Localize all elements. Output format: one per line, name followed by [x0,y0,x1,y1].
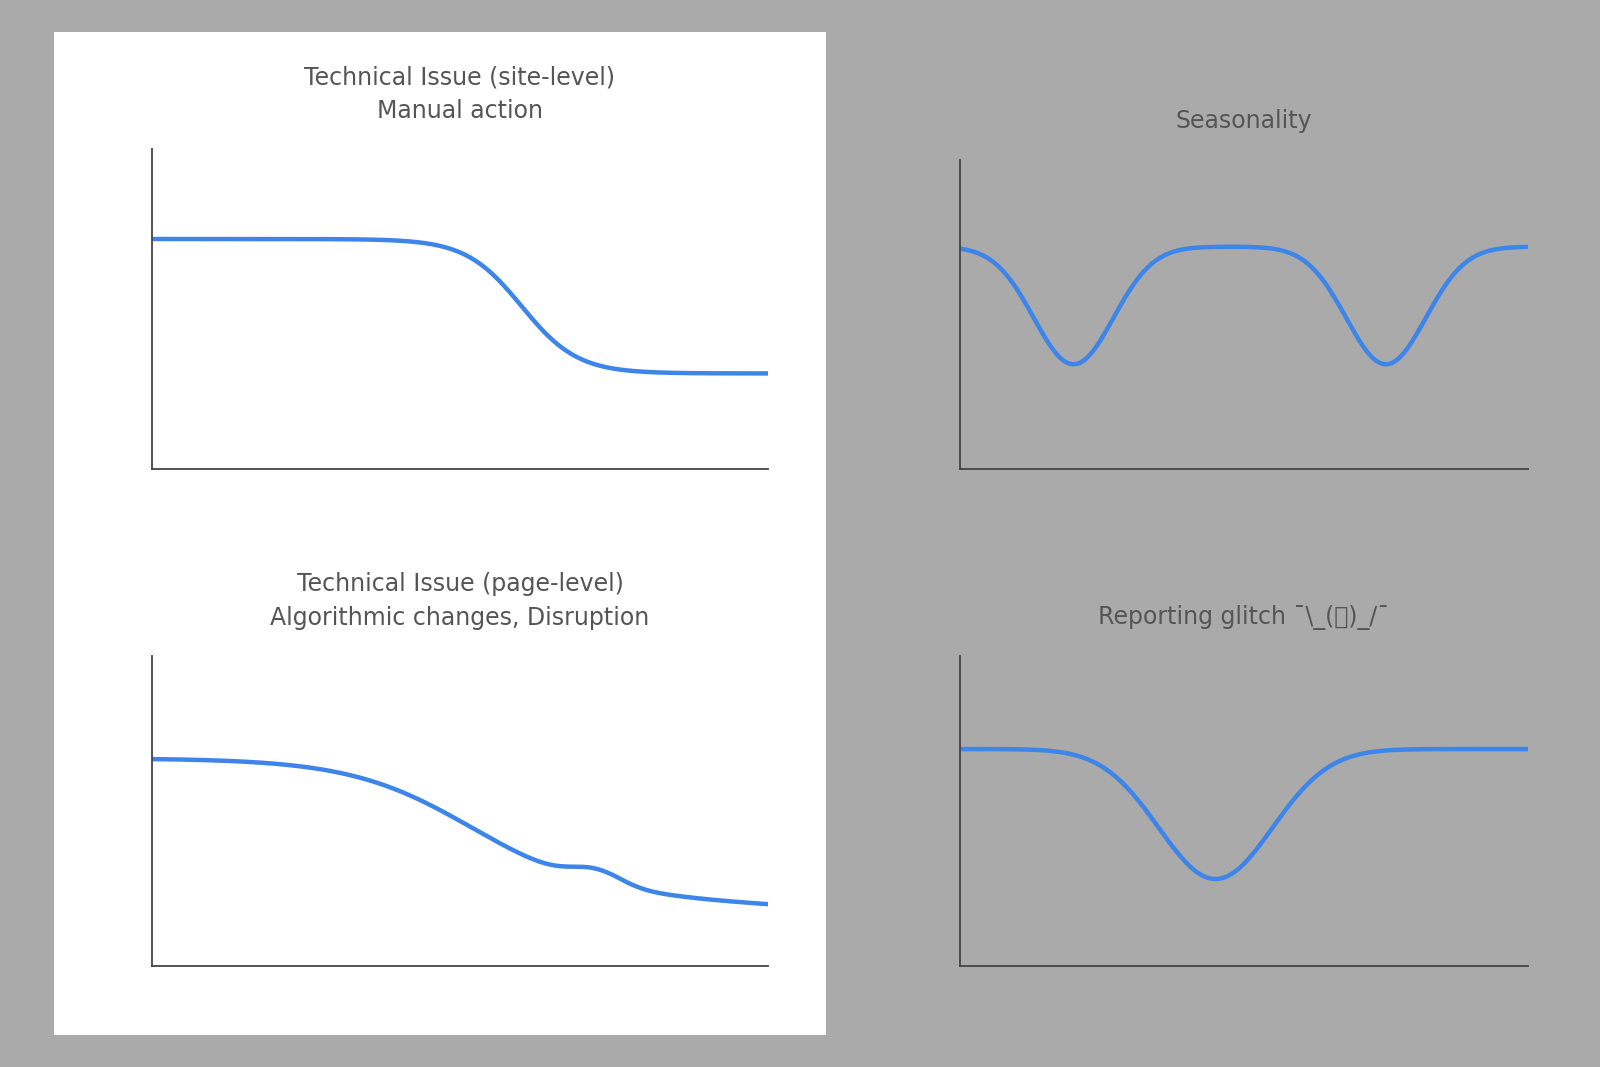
Text: Technical Issue (page-level)
Algorithmic changes, Disruption: Technical Issue (page-level) Algorithmic… [270,572,650,630]
Text: Reporting glitch ¯\_(ツ)_/¯: Reporting glitch ¯\_(ツ)_/¯ [1099,605,1389,630]
Text: Technical Issue (site-level)
Manual action: Technical Issue (site-level) Manual acti… [304,65,616,123]
Text: Seasonality: Seasonality [1176,110,1312,133]
